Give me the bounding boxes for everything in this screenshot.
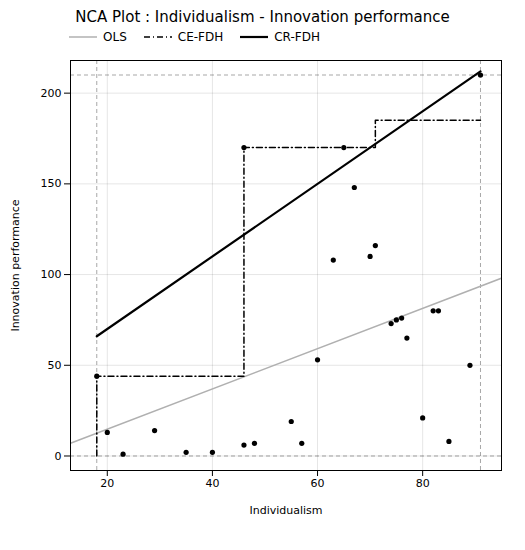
svg-text:200: 200 [41,87,62,100]
svg-text:Innovation performance: Innovation performance [9,199,22,331]
html-text:CE-FDH: CE-FDH [177,30,224,44]
html-text:OLS: OLS [103,30,127,44]
svg-text:80: 80 [416,477,430,490]
svg-text:150: 150 [41,177,62,190]
svg-text:20: 20 [100,477,114,490]
svg-text:40: 40 [205,477,219,490]
html-text:NCA Plot : Individualism - Inn: NCA Plot : Individualism - Innovation pe… [75,8,450,26]
svg-text:50: 50 [48,359,62,372]
svg-text:100: 100 [41,268,62,281]
svg-text:0: 0 [55,450,62,463]
svg-text:Individualism: Individualism [249,504,322,517]
svg-text:60: 60 [311,477,325,490]
html-text:CR-FDH: CR-FDH [274,30,320,44]
